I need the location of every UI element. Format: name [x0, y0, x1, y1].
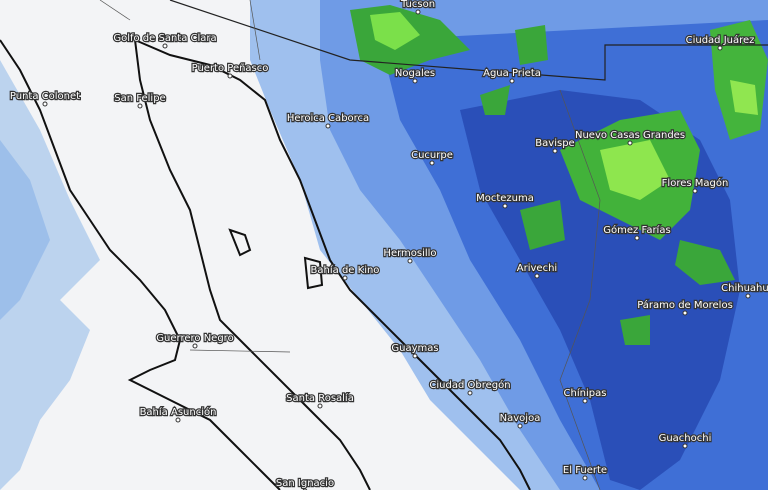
place-marker — [42, 101, 48, 107]
place-label: Moctezuma — [476, 193, 534, 204]
rain-area — [675, 240, 735, 285]
place-label: Hermosillo — [383, 248, 436, 259]
place-marker — [317, 403, 323, 409]
place-label: Navojoa — [500, 413, 541, 424]
place-label: Guerrero Negro — [156, 333, 233, 344]
place-label: Tucson — [400, 0, 435, 10]
island — [228, 228, 252, 257]
place-marker — [412, 353, 418, 359]
place-marker — [682, 443, 688, 449]
place-label: El Fuerte — [563, 465, 607, 476]
place-marker — [717, 45, 723, 51]
place-label: Bahía de Kino — [311, 264, 380, 276]
place-marker — [192, 343, 198, 349]
rain-area — [0, 140, 50, 320]
place-marker — [552, 148, 558, 154]
place-marker — [745, 293, 751, 299]
coastline — [134, 39, 371, 490]
place-label: Páramo de Morelos — [637, 299, 733, 311]
place-marker — [227, 73, 233, 79]
place-label: Gómez Farías — [603, 224, 670, 236]
state-border — [189, 349, 291, 353]
place-marker — [342, 275, 348, 281]
rain-area — [520, 200, 565, 250]
place-label: Nogales — [395, 68, 435, 79]
place-marker — [162, 43, 168, 49]
place-label: Flores Magón — [662, 177, 729, 189]
place-label: Puerto Peñasco — [192, 63, 269, 74]
place-label: Bavispe — [535, 138, 574, 149]
place-marker — [467, 390, 473, 396]
state-border — [249, 0, 261, 61]
place-label: Santa Rosalía — [286, 392, 354, 404]
place-marker — [634, 235, 640, 241]
place-label: Bahía Asunción — [140, 406, 217, 418]
place-marker — [534, 273, 540, 279]
place-marker — [627, 140, 633, 146]
place-label: Nuevo Casas Grandes — [575, 130, 685, 141]
international-border — [169, 0, 768, 81]
place-marker — [582, 398, 588, 404]
place-label: Chínipas — [564, 387, 607, 399]
place-label: San Ignacio — [276, 478, 334, 489]
place-marker — [325, 123, 331, 129]
place-label: San Felipe — [114, 93, 165, 104]
place-labels: Tucson Golfo de Santa Clara Puerto Peñasco… — [9, 0, 768, 490]
place-label: Punta Colonet — [10, 91, 80, 102]
rain-area — [600, 140, 670, 200]
place-label: Guachochi — [659, 433, 712, 444]
place-marker — [582, 475, 588, 481]
place-label: Arivechi — [517, 263, 557, 274]
place-marker — [412, 78, 418, 84]
place-label: Ciudad Obregón — [429, 379, 510, 391]
rain-area — [480, 85, 510, 115]
place-label: Guaymas — [391, 343, 438, 354]
place-marker — [517, 423, 523, 429]
place-label: Chihuahua — [721, 283, 768, 294]
place-marker — [682, 310, 688, 316]
place-marker — [407, 258, 413, 264]
place-marker — [509, 78, 515, 84]
place-marker — [692, 188, 698, 194]
coastline — [0, 39, 281, 490]
place-marker — [502, 203, 508, 209]
place-marker — [429, 160, 435, 166]
island — [303, 256, 324, 290]
state-border — [99, 0, 131, 21]
rain-area — [620, 315, 650, 345]
place-marker — [175, 417, 181, 423]
place-label: Cucurpe — [411, 150, 453, 161]
state-border — [559, 89, 601, 490]
place-label: Heroica Caborca — [287, 113, 369, 124]
place-label: Ciudad Juárez — [686, 34, 755, 46]
place-marker — [137, 103, 143, 109]
rain-area — [0, 60, 100, 490]
place-label: Golfo de Santa Clara — [113, 33, 216, 44]
place-marker — [415, 9, 421, 15]
rain-area — [515, 25, 548, 65]
place-label: Agua Prieta — [483, 68, 541, 79]
rain-area — [370, 12, 420, 50]
rain-area — [730, 80, 758, 115]
